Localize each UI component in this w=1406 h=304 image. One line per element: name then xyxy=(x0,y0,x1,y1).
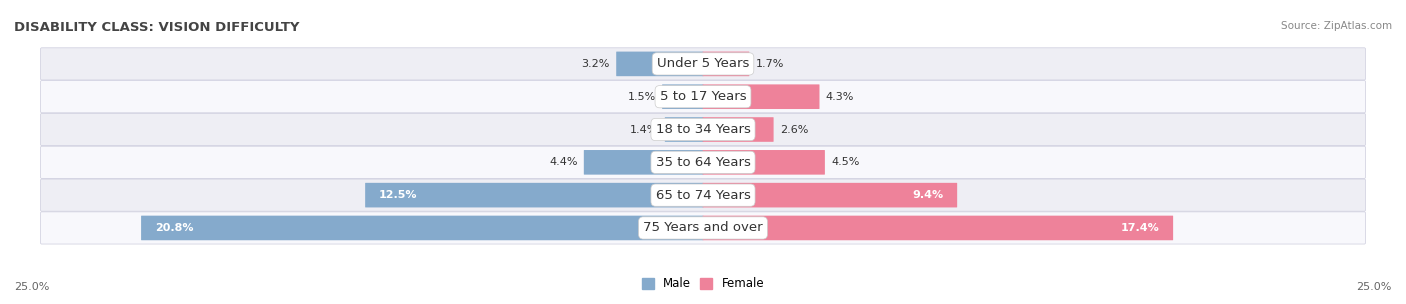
FancyBboxPatch shape xyxy=(41,212,1365,244)
FancyBboxPatch shape xyxy=(703,183,957,207)
Text: 4.4%: 4.4% xyxy=(548,157,578,167)
Text: 35 to 64 Years: 35 to 64 Years xyxy=(655,156,751,169)
Text: 20.8%: 20.8% xyxy=(155,223,194,233)
FancyBboxPatch shape xyxy=(703,85,820,109)
Text: 17.4%: 17.4% xyxy=(1121,223,1159,233)
FancyBboxPatch shape xyxy=(583,150,703,174)
Text: 25.0%: 25.0% xyxy=(1357,282,1392,292)
Text: 1.5%: 1.5% xyxy=(627,92,655,102)
FancyBboxPatch shape xyxy=(41,81,1365,113)
FancyBboxPatch shape xyxy=(703,216,1173,240)
FancyBboxPatch shape xyxy=(703,150,825,174)
Text: 65 to 74 Years: 65 to 74 Years xyxy=(655,189,751,202)
FancyBboxPatch shape xyxy=(662,85,703,109)
FancyBboxPatch shape xyxy=(141,216,703,240)
Text: 3.2%: 3.2% xyxy=(582,59,610,69)
Text: 12.5%: 12.5% xyxy=(380,190,418,200)
Text: DISABILITY CLASS: VISION DIFFICULTY: DISABILITY CLASS: VISION DIFFICULTY xyxy=(14,21,299,34)
FancyBboxPatch shape xyxy=(703,52,749,76)
Text: 9.4%: 9.4% xyxy=(912,190,943,200)
Text: 2.6%: 2.6% xyxy=(780,125,808,134)
FancyBboxPatch shape xyxy=(41,146,1365,178)
FancyBboxPatch shape xyxy=(616,52,703,76)
FancyBboxPatch shape xyxy=(366,183,703,207)
Text: 4.3%: 4.3% xyxy=(825,92,855,102)
Legend: Male, Female: Male, Female xyxy=(637,273,769,295)
FancyBboxPatch shape xyxy=(41,179,1365,211)
Text: Source: ZipAtlas.com: Source: ZipAtlas.com xyxy=(1281,21,1392,31)
FancyBboxPatch shape xyxy=(665,117,703,142)
FancyBboxPatch shape xyxy=(703,117,773,142)
Text: Under 5 Years: Under 5 Years xyxy=(657,57,749,71)
Text: 4.5%: 4.5% xyxy=(831,157,859,167)
Text: 1.4%: 1.4% xyxy=(630,125,658,134)
FancyBboxPatch shape xyxy=(41,113,1365,146)
Text: 25.0%: 25.0% xyxy=(14,282,49,292)
Text: 1.7%: 1.7% xyxy=(755,59,785,69)
Text: 5 to 17 Years: 5 to 17 Years xyxy=(659,90,747,103)
FancyBboxPatch shape xyxy=(41,48,1365,80)
Text: 75 Years and over: 75 Years and over xyxy=(643,221,763,234)
Text: 18 to 34 Years: 18 to 34 Years xyxy=(655,123,751,136)
